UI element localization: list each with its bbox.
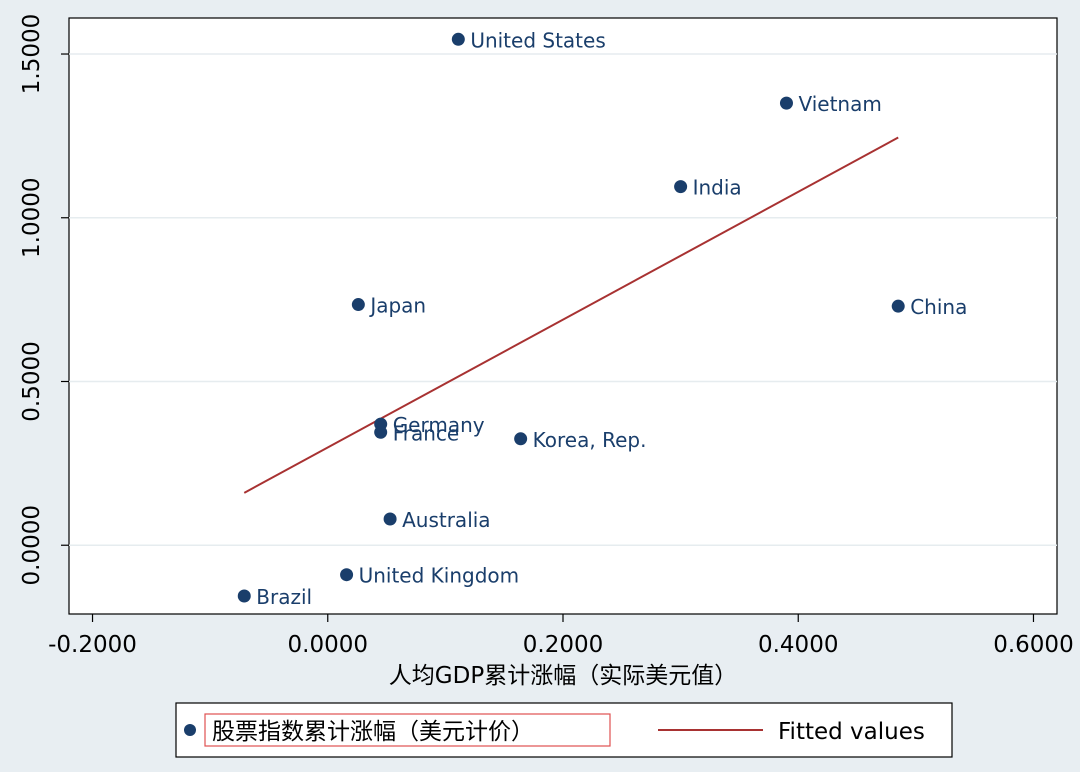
y-tick-label: 0.0000 [19, 505, 45, 585]
scatter-point [514, 432, 528, 446]
data-points: United States Vietnam India Japan China Germa… [237, 28, 967, 609]
x-axis-label: 人均GDP累计涨幅（实际美元值） [389, 663, 737, 689]
fitted-line-group [243, 136, 899, 494]
point-label: China [910, 295, 967, 319]
point-label: Korea, Rep. [533, 428, 647, 452]
point-label: Germany [393, 413, 485, 437]
axes: 0.0000 0.5000 1.0000 1.5000 -0.2000 0.0000 0.2… [19, 14, 1074, 658]
x-tick-label: 0.2000 [523, 632, 603, 658]
point-label: Australia [402, 508, 490, 532]
plot-area [68, 17, 1058, 615]
scatter-point [374, 425, 388, 439]
legend-label-fitted: Fitted values [778, 719, 925, 745]
fitted-line [243, 136, 899, 494]
scatter-point [351, 298, 365, 312]
point-label: Japan [368, 294, 426, 318]
point-label: Brazil [256, 585, 312, 609]
legend-label-highlight [204, 713, 611, 747]
legend-box [175, 702, 953, 758]
x-tick-label: 0.6000 [993, 632, 1073, 658]
scatter-point [237, 589, 251, 603]
gridlines [69, 53, 1057, 546]
point-label: United States [470, 28, 605, 52]
scatter-point [674, 180, 688, 194]
scatter-point [891, 299, 905, 313]
scatter-point [383, 512, 397, 526]
scatter-point [779, 96, 793, 110]
x-tick-label: -0.2000 [48, 632, 137, 658]
point-label: United Kingdom [359, 564, 520, 588]
point-label: France [393, 421, 460, 445]
x-tick-label: 0.0000 [288, 632, 368, 658]
legend-marker-scatter [184, 724, 196, 736]
scatter-point [451, 32, 465, 46]
point-label: Vietnam [798, 92, 881, 116]
y-tick-label: 1.0000 [19, 178, 45, 258]
x-tick-label: 0.4000 [758, 632, 838, 658]
y-tick-label: 1.5000 [19, 14, 45, 94]
legend-label-scatter: 股票指数累计涨幅（美元计价） [212, 719, 534, 745]
scatter-point [340, 568, 354, 582]
legend: 股票指数累计涨幅（美元计价） Fitted values [175, 702, 953, 758]
point-label: India [693, 176, 742, 200]
y-tick-label: 0.5000 [19, 341, 45, 421]
